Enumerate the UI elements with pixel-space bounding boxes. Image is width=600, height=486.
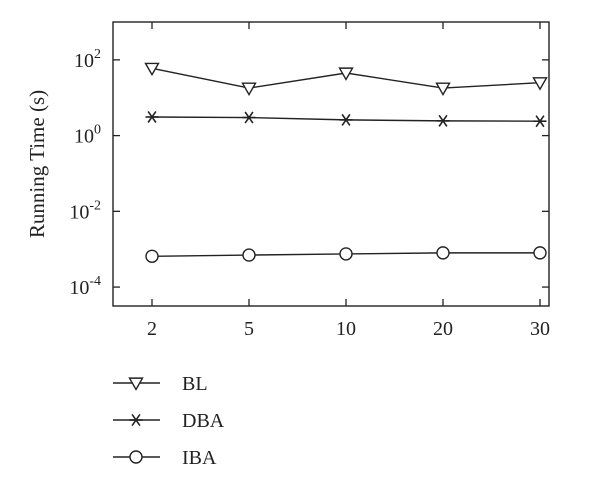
- data-point-bl: [435, 82, 451, 96]
- legend: BL DBA IBA: [113, 373, 225, 469]
- y-tick-label: 10-2: [69, 198, 101, 223]
- legend-item-bl: BL: [113, 373, 208, 395]
- legend-marker-bl: [128, 377, 144, 391]
- data-point-bl: [144, 62, 160, 77]
- data-point-iba: [339, 247, 353, 261]
- y-tick-label: 10-4: [69, 274, 101, 299]
- data-point-dba: [145, 111, 159, 123]
- x-tick-label: 30: [530, 318, 550, 340]
- data-point-iba: [533, 246, 547, 260]
- legend-label-dba: DBA: [182, 410, 225, 432]
- x-tick-label: 10: [336, 318, 356, 340]
- x-tick-label: 2: [147, 318, 157, 340]
- y-tick-label: 100: [74, 123, 101, 148]
- series-dba: [145, 111, 547, 128]
- y-axis-label: Running Time (s): [25, 90, 49, 238]
- data-point-dba: [339, 113, 353, 126]
- legend-item-dba: DBA: [113, 410, 225, 432]
- legend-label-iba: IBA: [182, 447, 217, 469]
- x-axis: 2 5 10 20 30: [147, 22, 550, 340]
- data-point-iba: [145, 249, 159, 263]
- data-point-dba: [436, 114, 450, 127]
- series-bl: [144, 62, 548, 96]
- legend-item-iba: IBA: [113, 447, 217, 469]
- x-tick-label: 5: [244, 318, 254, 340]
- series-layer: [144, 62, 548, 263]
- legend-marker-iba: [129, 450, 143, 464]
- y-tick-label: 102: [74, 47, 101, 72]
- data-point-dba: [533, 115, 547, 128]
- data-point-bl: [532, 77, 548, 91]
- series-iba: [145, 246, 547, 263]
- legend-marker-dba: [129, 414, 143, 426]
- x-tick-label: 20: [433, 318, 453, 340]
- data-point-iba: [436, 246, 450, 260]
- data-point-iba: [242, 248, 256, 262]
- y-axis: 102 100 10-2 10-4: [69, 47, 549, 299]
- legend-label-bl: BL: [182, 373, 208, 395]
- data-point-bl: [241, 82, 257, 96]
- data-point-bl: [338, 67, 354, 81]
- plot-frame: [112, 21, 550, 307]
- data-point-dba: [242, 111, 256, 124]
